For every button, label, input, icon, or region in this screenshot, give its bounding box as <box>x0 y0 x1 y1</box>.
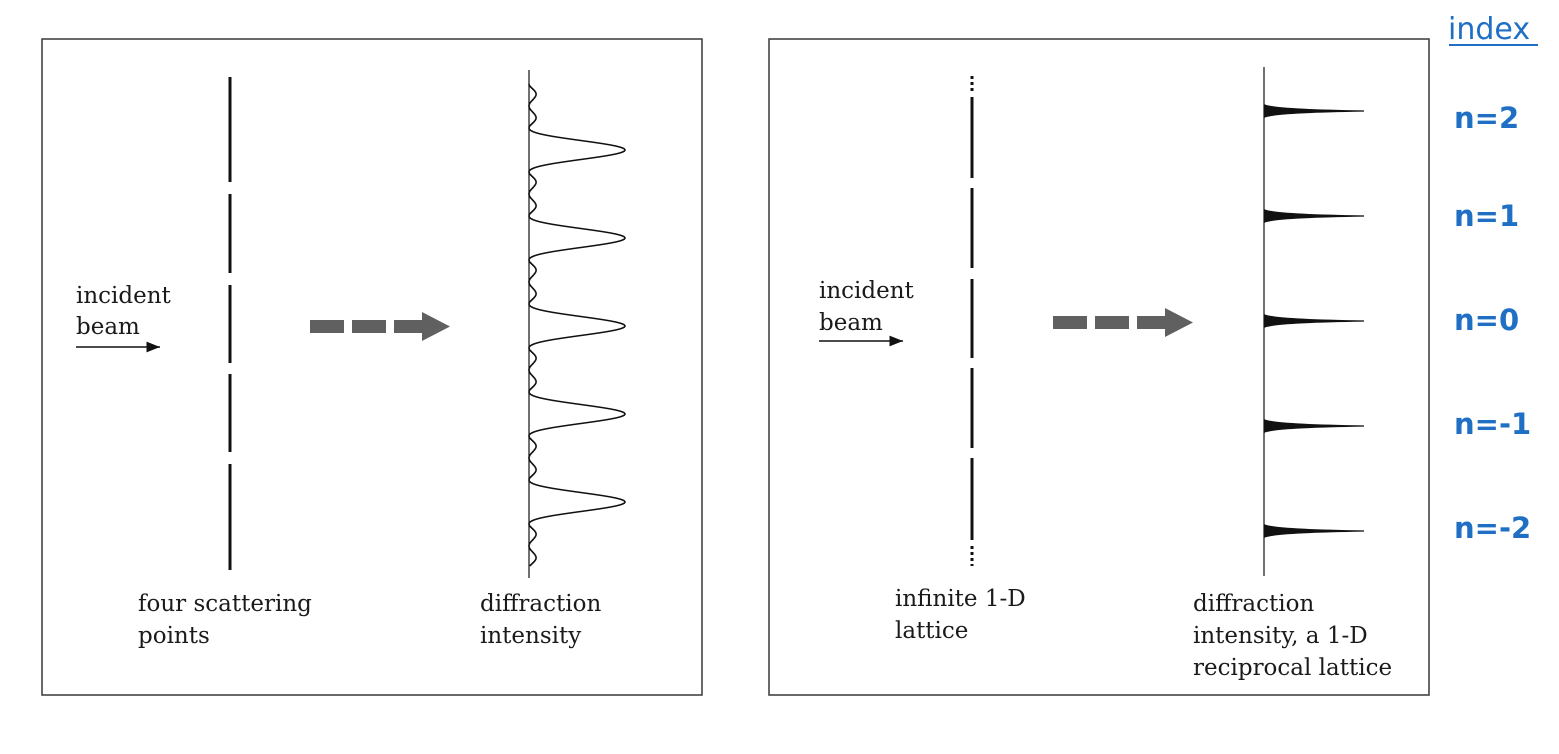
dash <box>394 320 422 333</box>
index-column: index n=2 n=1 n=0 n=-1 n=-2 <box>1448 12 1538 545</box>
reciprocal-lattice-spike <box>1264 104 1364 118</box>
index-label-n-minus1: n=-1 <box>1454 407 1531 441</box>
index-label-n2: n=2 <box>1454 101 1519 135</box>
dash <box>352 320 386 333</box>
index-label-n1: n=1 <box>1454 199 1519 233</box>
arrow-head <box>422 312 450 341</box>
index-label-n0: n=0 <box>1454 303 1519 337</box>
right-intensity-caption-line1: diffraction <box>1193 591 1314 617</box>
dash <box>1137 316 1165 329</box>
left-incident-label-line1: incident <box>76 283 172 309</box>
scatterer-caption-line1: four scattering <box>138 591 312 617</box>
left-intensity-caption-line2: intensity <box>480 623 581 649</box>
right-intensity-caption-line3: reciprocal lattice <box>1193 655 1392 681</box>
left-dashed-arrow <box>310 312 450 341</box>
dash <box>1053 316 1087 329</box>
left-intensity-caption-line1: diffraction <box>480 591 601 617</box>
index-heading: index <box>1448 12 1530 47</box>
dash <box>310 320 344 333</box>
dash <box>1095 316 1129 329</box>
lattice-caption-line2: lattice <box>895 618 968 644</box>
scatterer-caption-line2: points <box>138 623 210 649</box>
reciprocal-lattice-spike <box>1264 314 1364 328</box>
reciprocal-lattice-spike <box>1264 209 1364 223</box>
reciprocal-lattice-spike <box>1264 419 1364 433</box>
lattice-caption-line1: infinite 1-D <box>895 586 1026 612</box>
index-label-n-minus2: n=-2 <box>1454 511 1531 545</box>
right-panel: incident beam infinite 1-D lattice diffr… <box>768 38 1430 696</box>
left-panel: incident beam four scattering points dif… <box>41 38 703 696</box>
right-panel-frame <box>768 38 1430 696</box>
reciprocal-lattice-spike <box>1264 524 1364 538</box>
right-incident-label-line1: incident <box>819 278 915 304</box>
right-incident-label-line2: beam <box>819 310 883 336</box>
arrow-head <box>1165 308 1193 337</box>
right-intensity-caption-line2: intensity, a 1-D <box>1193 623 1368 649</box>
left-incident-label-line2: beam <box>76 314 140 340</box>
right-dashed-arrow <box>1053 308 1193 337</box>
reciprocal-lattice-spikes <box>1264 104 1364 538</box>
left-panel-frame <box>41 38 703 696</box>
left-intensity-curve <box>528 83 626 567</box>
